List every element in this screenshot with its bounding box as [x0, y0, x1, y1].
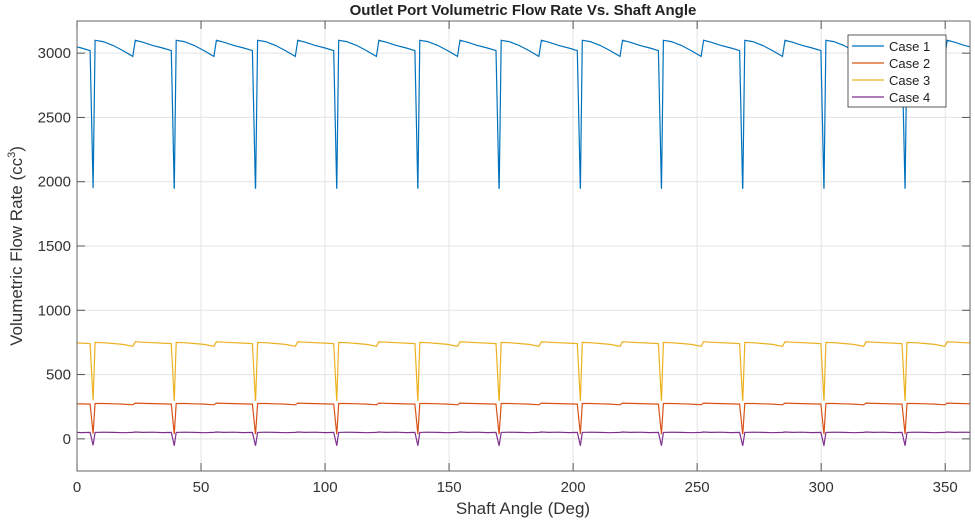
legend-label: Case 4: [889, 90, 930, 105]
legend-label: Case 3: [889, 73, 930, 88]
legend-label: Case 2: [889, 56, 930, 71]
y-tick-label: 1000: [38, 302, 71, 319]
axis-ticks: 0 50 100 150 200 250 300 350 0 500 1000 1500 2000 250…: [38, 21, 970, 496]
y-tick-label: 500: [46, 367, 71, 384]
x-axis-label: Shaft Angle (Deg): [456, 499, 590, 518]
series-line-case-4: [76, 431, 971, 446]
x-tick-label: 50: [193, 479, 210, 496]
x-tick-label: 350: [933, 479, 958, 496]
y-tick-label: 2500: [38, 109, 71, 126]
x-tick-label: 250: [685, 479, 710, 496]
series-line-case-2: [76, 402, 971, 435]
y-axis-label-end: ): [7, 146, 26, 152]
x-tick-label: 150: [437, 479, 462, 496]
legend: Case 1 Case 2 Case 3 Case 4: [847, 34, 947, 108]
y-tick-label: 0: [63, 431, 71, 448]
series-line-case-1: [76, 39, 971, 189]
series-line-case-3: [76, 341, 971, 401]
chart-title: Outlet Port Volumetric Flow Rate Vs. Sha…: [350, 2, 697, 19]
x-tick-label: 200: [561, 479, 586, 496]
grid: [76, 21, 970, 471]
legend-label: Case 1: [889, 39, 930, 54]
y-tick-label: 3000: [38, 45, 71, 62]
series-lines: [76, 39, 971, 446]
y-axis-label-sup: 3: [6, 152, 18, 158]
y-axis-label-main: Volumetric Flow Rate (cc: [7, 157, 26, 345]
x-tick-label: 300: [809, 479, 834, 496]
y-axis-label: Volumetric Flow Rate (cc3): [6, 146, 26, 346]
y-tick-label: 2000: [38, 174, 71, 191]
y-tick-label: 1500: [38, 238, 71, 255]
x-tick-label: 100: [313, 479, 338, 496]
x-tick-label: 0: [73, 479, 81, 496]
legend-box: [847, 34, 947, 108]
